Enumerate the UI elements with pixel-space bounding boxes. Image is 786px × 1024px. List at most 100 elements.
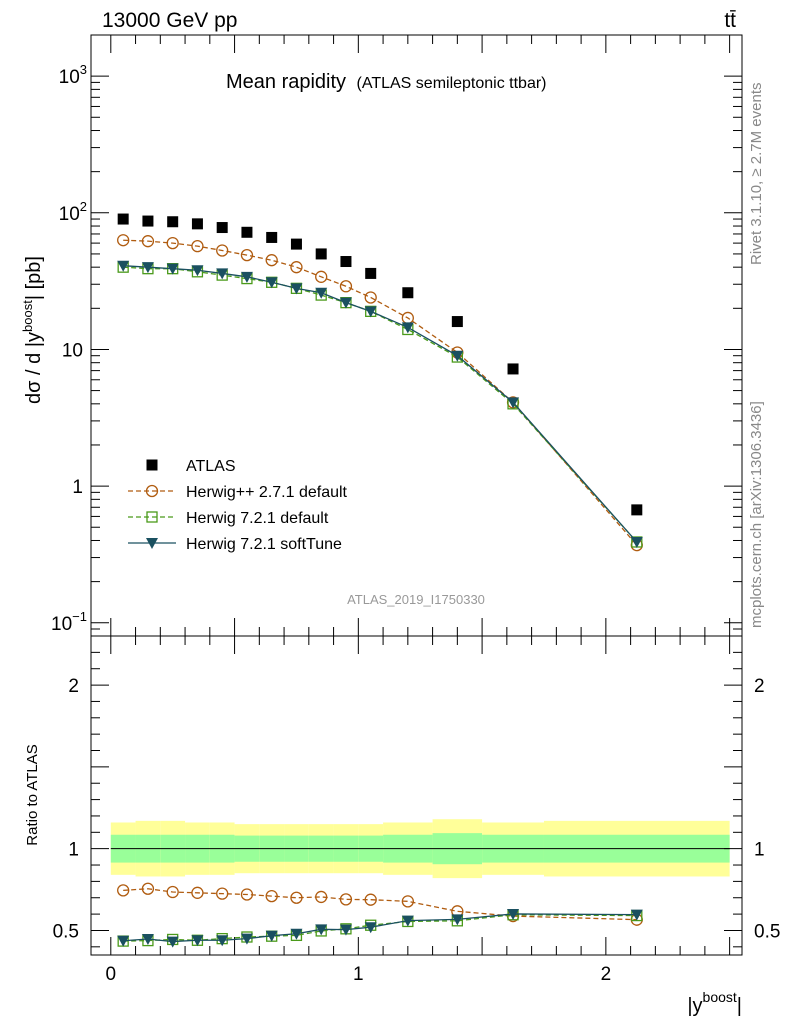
ratio-herwig-2-7-1-default-point [339, 893, 353, 906]
upper-y-tick-label: 10 [62, 340, 83, 361]
ratio-herwig-7-2-1-softtune-point [216, 935, 229, 947]
ratio-herwig-2-7-1-default-point [401, 895, 414, 908]
ratio-herwig-7-2-1-softtune-point [364, 922, 377, 934]
herwig-7-2-1-softtune-point [401, 322, 414, 334]
x-axis-label-sup: boost [703, 989, 737, 1005]
herwig-7-2-1-softtune-point [339, 297, 352, 309]
ratio-herwig-2-7-1-default-series [117, 882, 643, 926]
atlas-point [365, 267, 377, 279]
herwig-2-7-1-default-point [240, 248, 254, 262]
herwig-7-2-1-softtune-point [315, 287, 328, 299]
atlas-point [142, 215, 154, 227]
lower-y-tick-label-right: 0.5 [754, 921, 780, 942]
upper-y-tick-label: 102 [59, 199, 87, 225]
x-axis-label: |yboost| [687, 989, 742, 1017]
ratio-herwig-2-7-1-default-point [315, 890, 328, 904]
herwig-2-7-1-default-point [339, 280, 353, 293]
herwig-7-2-1-softtune-point [364, 306, 377, 318]
upper-y-axis-label-tail: | [pb] [23, 256, 45, 300]
upper-y-axis-label-main: dσ / d |y [23, 332, 45, 404]
legend-entry: Herwig 7.2.1 default [128, 510, 329, 527]
atlas-point [191, 218, 203, 230]
herwig-2-7-1-default-point [191, 240, 204, 253]
ratio-herwig-7-2-1-softtune-point [117, 935, 130, 947]
ratio-herwig-7-2-1-default-line [123, 914, 637, 942]
atlas-point [631, 504, 643, 516]
ratio-herwig-7-2-1-softtune-point [141, 933, 154, 945]
herwig-7-2-1-default-series [117, 261, 643, 548]
herwig-7-2-1-softtune-point [240, 271, 253, 283]
ratio-herwig-7-2-1-softtune-point [401, 915, 414, 927]
herwig-2-7-1-default-point [141, 235, 155, 248]
ratio-herwig-7-2-1-softtune-series [117, 908, 643, 948]
legend-label: ATLAS [186, 458, 236, 475]
herwig-7-2-1-softtune-point [451, 350, 464, 362]
x-tick-label: 1 [353, 964, 364, 985]
upper-y-tick-label: 103 [59, 62, 87, 88]
upper-y-tick-label-base: 10 [59, 67, 80, 88]
atlas-point [167, 216, 179, 228]
herwig-2-7-1-default-point [315, 270, 328, 283]
upper-y-tick-label: 1 [72, 477, 83, 498]
herwig-2-7-1-default-point [117, 234, 130, 247]
atlas-point [290, 238, 302, 250]
lower-y-tick-label-right: 1 [754, 840, 765, 861]
chart-title-main: Mean rapidity [226, 71, 346, 93]
legend-entry: ATLAS [146, 458, 236, 475]
upper-series-group [117, 213, 643, 552]
axis-ticks [91, 34, 742, 955]
atlas-point [117, 213, 129, 225]
herwig-2-7-1-default-point [166, 236, 179, 250]
analysis-label: ATLAS_2019_I1750330 [347, 592, 485, 607]
herwig-7-2-1-softtune-point [191, 265, 204, 277]
ratio-herwig-2-7-1-default-point [166, 885, 179, 899]
ratio-herwig-2-7-1-default-point [364, 893, 377, 906]
ratio-herwig-2-7-1-default-point [240, 888, 254, 901]
herwig-7-2-1-softtune-point [507, 397, 520, 409]
upper-y-tick-label-base: 10 [51, 614, 72, 635]
mcplots-label: mcplots.cern.ch [arXiv:1306.3436] [748, 401, 765, 628]
chart-subtitle: (ATLAS semileptonic ttbar) [357, 75, 547, 92]
ratio-herwig-7-2-1-softtune-point [166, 936, 179, 948]
x-tick-label: 2 [601, 964, 612, 985]
upper-y-tick-label-exp: −1 [72, 609, 87, 624]
upper-y-tick-label-base: 10 [59, 204, 80, 225]
upper-y-tick-label-exp: 3 [80, 62, 87, 77]
legend: ATLAS Herwig++ 2.7.1 default Herwig 7.2.1 … [128, 458, 348, 553]
ratio-herwig-2-7-1-default-point [216, 887, 229, 900]
ratio-herwig-7-2-1-softtune-point [290, 928, 303, 940]
upper-y-tick-label-exp: 2 [80, 199, 87, 214]
herwig-7-2-1-softtune-point [117, 260, 130, 272]
herwig-7-2-1-softtune-point [290, 283, 303, 295]
legend-entry: Herwig 7.2.1 softTune [128, 536, 342, 553]
ratio-herwig-7-2-1-softtune-point [507, 908, 520, 920]
uncertainty-bands [110, 819, 730, 879]
lower-series-group [117, 882, 643, 948]
energy-label: 13000 GeV pp [102, 9, 237, 32]
herwig-2-7-1-default-point [290, 261, 303, 274]
atlas-point [340, 256, 352, 268]
ratio-herwig-2-7-1-default-point [290, 891, 303, 904]
lower-panel-frame [90, 635, 743, 956]
herwig-2-7-1-default-series [117, 234, 643, 552]
x-axis-label-main: |y [687, 995, 702, 1017]
rivet-label: Rivet 3.1.10, ≥ 2.7M events [748, 83, 765, 266]
atlas-point [451, 316, 463, 328]
lower-y-axis-label: Ratio to ATLAS [24, 744, 41, 845]
herwig-7-2-1-softtune-point [265, 277, 278, 289]
ratio-herwig-7-2-1-softtune-point [265, 930, 278, 942]
atlas-point [315, 248, 327, 260]
ratio-herwig-7-2-1-softtune-point [630, 909, 643, 921]
legend-marker [146, 538, 158, 549]
ratio-herwig-7-2-1-softtune-point [315, 924, 328, 936]
x-tick-label: 0 [106, 964, 117, 985]
ratio-herwig-7-2-1-softtune-point [339, 924, 352, 936]
ratio-herwig-7-2-1-softtune-point [191, 935, 204, 947]
legend-marker [146, 511, 158, 523]
upper-y-axis-label-sup: boost [20, 300, 35, 332]
herwig-2-7-1-default-point [265, 254, 278, 267]
ratio-herwig-2-7-1-default-point [191, 886, 204, 899]
atlas-point [507, 363, 519, 375]
lower-y-tick-label: 2 [68, 676, 79, 697]
